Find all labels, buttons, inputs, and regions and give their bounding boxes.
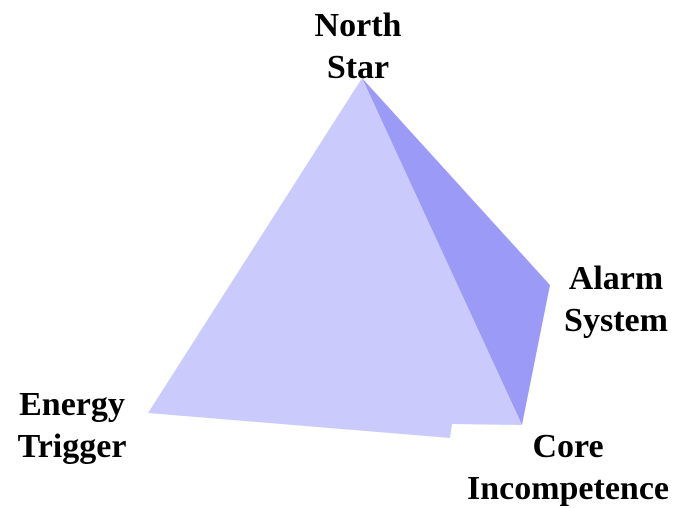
energy-trigger-label: Energy Trigger <box>18 386 127 465</box>
label-line: Core <box>532 428 603 465</box>
alarm-system-label: Alarm System <box>564 260 668 339</box>
diagram: North Star Alarm System Energy Trigger Core… <box>0 0 687 508</box>
north-star-label: North Star <box>315 7 402 86</box>
label-line: North <box>315 7 402 44</box>
label-line: Trigger <box>18 428 127 465</box>
label-line: Alarm <box>569 260 663 297</box>
label-line: Incompetence <box>467 470 669 507</box>
label-line: Star <box>327 49 389 86</box>
label-line: Energy <box>19 386 125 423</box>
label-line: System <box>564 302 668 339</box>
core-incompetence-label: Core Incompetence <box>467 428 669 507</box>
